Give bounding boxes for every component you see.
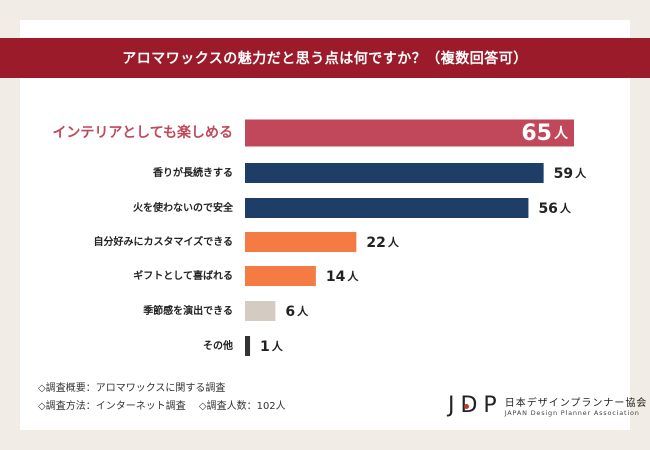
- survey-notes: ◇調査概要：アロマワックスに関する調査 ◇調査方法：インターネット調査 ◇調査人…: [38, 380, 296, 416]
- category-label: 香りが長続きする: [153, 166, 233, 179]
- category-label: 自分好みにカスタマイズできる: [94, 235, 234, 248]
- category-label: ギフトとして喜ばれる: [133, 269, 233, 282]
- value-label: 59 人: [554, 166, 587, 182]
- logo-mark: JDP: [448, 393, 503, 418]
- value-number: 65: [521, 121, 552, 146]
- value-number: 22: [366, 235, 385, 251]
- chart-title: アロマワックスの魅力だと思う点は何ですか？（複数回答可）: [122, 51, 528, 67]
- value-number: 59: [554, 166, 573, 182]
- value-label: 14 人: [326, 269, 359, 285]
- value-unit: 人: [347, 269, 359, 283]
- value-unit: 人: [388, 235, 400, 249]
- bar: [245, 232, 357, 252]
- category-label: その他: [203, 339, 233, 352]
- bar: [245, 266, 316, 286]
- jdp-logo: JDP 日本デザインプランナー協会 JAPAN Design Planner A…: [448, 393, 647, 418]
- category-label: インテリアとしても楽しめる: [52, 124, 233, 141]
- bar: [245, 301, 276, 321]
- value-unit: 人: [560, 201, 572, 215]
- survey-method: ◇調査方法：インターネット調査: [38, 401, 186, 412]
- value-unit: 人: [575, 166, 587, 180]
- value-unit: 人: [272, 339, 284, 353]
- value-number: 14: [326, 269, 346, 285]
- survey-count: ◇調査人数：102人: [198, 401, 286, 412]
- chart-card: [20, 20, 630, 430]
- value-number: 1: [260, 339, 270, 355]
- value-label: 56 人: [538, 201, 571, 217]
- value-unit: 人: [554, 125, 569, 142]
- logo-text: 日本デザインプランナー協会 JAPAN Design Planner Assoc…: [505, 394, 648, 417]
- value-label: 22 人: [366, 235, 399, 251]
- category-label: 火を使わないので安全: [133, 201, 234, 214]
- logo-dot: [464, 404, 469, 409]
- survey-summary: ◇調査概要：アロマワックスに関する調査: [38, 383, 226, 394]
- bar: [245, 163, 544, 183]
- logo-name-jp: 日本デザインプランナー協会: [504, 398, 648, 409]
- value-unit: 人: [297, 304, 309, 318]
- chart-title-bar: アロマワックスの魅力だと思う点は何ですか？（複数回答可）: [0, 38, 650, 78]
- value-label: 65 人: [521, 121, 569, 146]
- bar: [245, 198, 529, 218]
- category-label: 季節感を演出できる: [142, 304, 233, 317]
- value-number: 56: [538, 201, 557, 217]
- survey-method-row: ◇調査方法：インターネット調査 ◇調査人数：102人: [38, 398, 296, 416]
- value-number: 6: [285, 304, 295, 320]
- bar: [245, 336, 251, 356]
- bar: [245, 119, 574, 147]
- logo-name-en: JAPAN Design Planner Association: [504, 409, 640, 417]
